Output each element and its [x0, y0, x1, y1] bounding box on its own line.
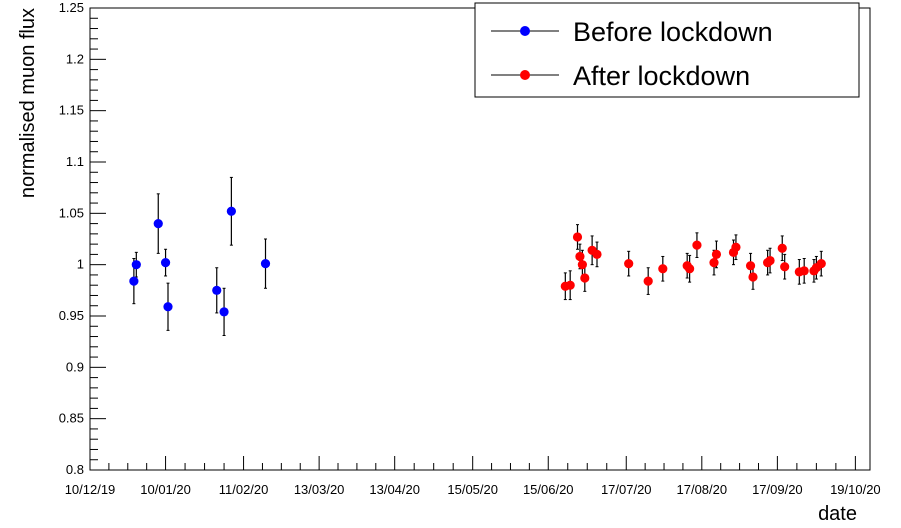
after-lockdown-point	[643, 276, 653, 286]
legend-label-before-lockdown: Before lockdown	[573, 17, 773, 47]
x-tick-label: 15/05/20	[447, 482, 498, 497]
x-tick-label: 17/09/20	[752, 482, 803, 497]
after-lockdown-point	[592, 249, 602, 259]
before-lockdown-point	[163, 302, 173, 312]
before-lockdown-point	[226, 206, 236, 216]
legend-marker-after-lockdown	[520, 70, 530, 80]
y-tick-label: 1.1	[66, 154, 84, 169]
y-tick-label: 1	[77, 257, 84, 272]
before-lockdown-point	[131, 260, 141, 270]
y-tick-label: 1.15	[59, 103, 84, 118]
after-lockdown-point	[692, 240, 702, 250]
y-tick-label: 1.2	[66, 51, 84, 66]
before-lockdown-point	[153, 219, 163, 229]
data-points	[129, 206, 826, 317]
after-lockdown-point	[580, 273, 590, 283]
x-tick-label: 17/07/20	[601, 482, 652, 497]
after-lockdown-point	[575, 251, 585, 262]
after-lockdown-point	[565, 280, 575, 290]
before-lockdown-point	[219, 307, 229, 317]
x-tick-label: 10/12/19	[65, 482, 116, 497]
x-tick-label: 13/04/20	[369, 482, 420, 497]
x-tick-label: 11/02/20	[219, 482, 269, 497]
legend-marker-before-lockdown	[520, 26, 530, 36]
x-tick-label: 10/01/20	[140, 482, 191, 497]
after-lockdown-point	[709, 258, 719, 268]
legend-box	[474, 2, 860, 98]
before-lockdown-point	[212, 285, 222, 295]
x-tick-label: 19/10/20	[830, 482, 881, 497]
after-lockdown-point	[745, 261, 756, 271]
after-lockdown-point	[731, 242, 741, 252]
y-tick-label: 0.85	[59, 411, 84, 426]
y-tick-label: 0.8	[66, 462, 84, 477]
after-lockdown-point	[624, 259, 634, 269]
after-lockdown-point	[685, 264, 695, 274]
x-tick-label: 17/08/20	[677, 482, 728, 497]
y-tick-label: 0.95	[59, 308, 84, 323]
after-lockdown-point	[777, 243, 787, 253]
y-axis-title: normalised muon flux	[17, 8, 39, 198]
x-tick-label: 15/06/20	[523, 482, 574, 497]
after-lockdown-point	[577, 260, 587, 270]
after-lockdown-point	[765, 255, 775, 266]
after-lockdown-point	[711, 249, 722, 259]
x-axis-title: date	[818, 503, 857, 525]
y-tick-label: 1.25	[59, 0, 84, 15]
after-lockdown-point	[572, 232, 583, 242]
before-lockdown-point	[260, 259, 271, 269]
y-axis: 0.8 0.85 0.9 0.95 1 1.05 1.1 1.15 1.2 1.25	[59, 0, 106, 477]
after-lockdown-point	[816, 259, 826, 269]
x-tick-label: 13/03/20	[294, 482, 345, 497]
y-tick-label: 1.05	[59, 205, 84, 220]
before-lockdown-point	[129, 276, 139, 286]
after-lockdown-point	[658, 264, 668, 274]
x-axis: 10/12/19 10/01/20 11/02/20 13/03/20 13/04/20…	[65, 456, 881, 497]
after-lockdown-point	[748, 272, 758, 282]
legend: Before lockdown After lockdown	[474, 2, 860, 98]
before-lockdown-point	[160, 258, 171, 268]
after-lockdown-point	[799, 266, 809, 276]
after-lockdown-point	[780, 262, 790, 272]
legend-label-after-lockdown: After lockdown	[573, 61, 750, 91]
y-tick-label: 0.9	[66, 359, 84, 374]
